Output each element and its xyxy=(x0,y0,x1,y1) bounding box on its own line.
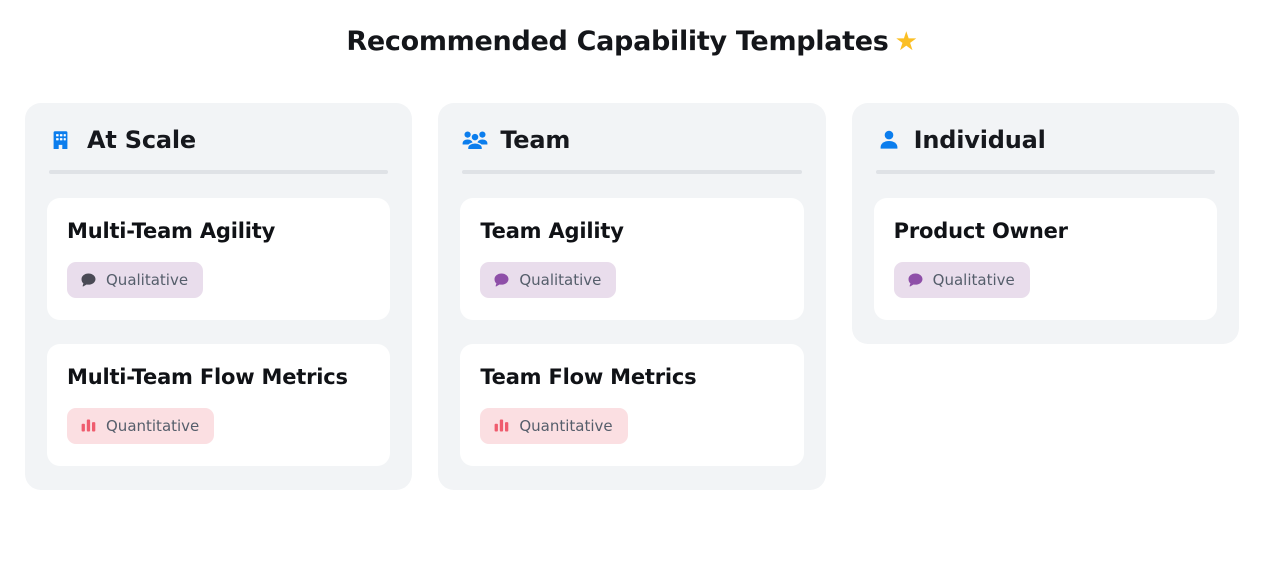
people-group-icon xyxy=(462,127,488,153)
template-card-title: Product Owner xyxy=(893,219,1068,244)
column-header-individual: Individual xyxy=(874,125,1217,153)
column-title: Individual xyxy=(913,126,1046,154)
card-list-team: Team Agility Qualitative Team Flow Metri… xyxy=(460,198,804,466)
page-title-text: Recommended Capability Templates xyxy=(346,26,889,57)
template-card[interactable]: Product Owner Qualitative xyxy=(873,198,1217,320)
status-badge: Qualitative xyxy=(67,262,204,298)
column-header-team: Team xyxy=(460,125,803,153)
bar-chart-icon xyxy=(493,417,510,434)
card-list-individual: Product Owner Qualitative xyxy=(873,198,1217,320)
star-icon: ★ xyxy=(894,27,918,57)
status-badge-label: Quantitative xyxy=(106,416,200,435)
status-badge: Qualitative xyxy=(480,262,617,298)
status-badge: Quantitative xyxy=(480,407,628,444)
speech-bubble-icon xyxy=(907,272,924,289)
template-columns: At Scale Multi-Team Agility Qualitative xyxy=(25,103,1239,490)
person-icon xyxy=(876,127,902,153)
page-title: Recommended Capability Templates ★ xyxy=(0,26,1264,57)
template-card[interactable]: Multi-Team Flow Metrics Quantitative xyxy=(47,344,391,466)
column-divider xyxy=(875,170,1215,175)
template-card-title: Team Flow Metrics xyxy=(480,365,697,389)
column-individual: Individual Product Owner Qualitative xyxy=(851,103,1239,344)
status-badge: Qualitative xyxy=(893,262,1030,298)
building-icon xyxy=(49,127,75,153)
column-at-scale: At Scale Multi-Team Agility Qualitative xyxy=(25,103,413,490)
template-card-title: Team Agility xyxy=(480,219,624,244)
status-badge-label: Quantitative xyxy=(519,416,613,435)
card-list-at-scale: Multi-Team Agility Qualitative Multi-Tea… xyxy=(47,198,391,466)
speech-bubble-icon xyxy=(80,272,97,289)
speech-bubble-icon xyxy=(493,272,510,289)
column-title: Team xyxy=(500,126,571,154)
template-card[interactable]: Team Flow Metrics Quantitative xyxy=(460,344,804,466)
status-badge-label: Qualitative xyxy=(519,271,602,289)
column-team: Team Team Agility Qualitative xyxy=(438,103,826,490)
status-badge-label: Qualitative xyxy=(106,271,189,289)
template-card[interactable]: Multi-Team Agility Qualitative xyxy=(47,198,391,320)
column-header-at-scale: At Scale xyxy=(47,125,390,153)
status-badge-label: Qualitative xyxy=(932,271,1015,289)
template-card[interactable]: Team Agility Qualitative xyxy=(460,198,804,320)
status-badge: Quantitative xyxy=(67,407,215,444)
column-title: At Scale xyxy=(87,126,197,154)
template-card-title: Multi-Team Agility xyxy=(67,219,276,244)
column-divider xyxy=(462,170,802,175)
bar-chart-icon xyxy=(80,417,97,434)
column-divider xyxy=(49,170,389,175)
template-card-title: Multi-Team Flow Metrics xyxy=(67,365,348,389)
